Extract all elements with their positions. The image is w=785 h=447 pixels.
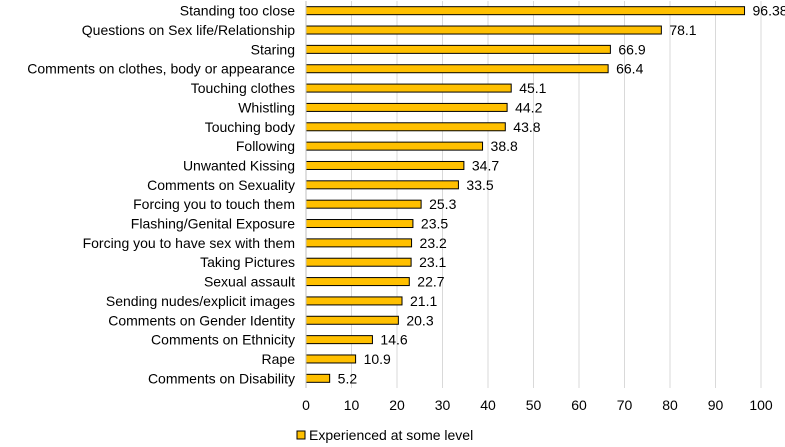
data-label: 78.1 [669,22,696,38]
bar [305,160,465,170]
category-labels: Standing too close Questions on Sex life/… [27,3,295,387]
data-label: 23.5 [421,216,448,232]
data-label: 96.38 [753,3,785,19]
x-tick-label: 60 [571,397,587,413]
bar [305,180,459,190]
data-label: 43.8 [513,119,540,135]
legend-swatch [296,430,306,440]
category-label: Following [236,138,295,154]
category-label: Sending nudes/explicit images [106,293,295,309]
bar [305,141,484,151]
data-label: 38.8 [491,138,518,154]
bar [305,83,512,93]
data-label: 10.9 [364,351,391,367]
category-label: Touching clothes [191,80,295,96]
category-label: Comments on Disability [148,370,295,386]
bar [305,199,422,209]
data-label: 23.2 [420,235,447,251]
value-labels: 96.38 78.1 66.9 66.4 45.1 44.2 43.8 38.8 34.7 33.… [338,3,785,387]
data-label: 5.2 [338,370,358,386]
bar [305,257,412,267]
data-label: 23.1 [419,254,446,270]
bar [305,64,609,74]
category-label: Taking Pictures [200,254,295,270]
bars [305,6,746,383]
category-label: Questions on Sex life/Relationship [82,22,295,38]
category-label: Comments on Ethnicity [151,332,295,348]
bar [305,315,399,325]
bar [305,277,410,287]
bar [305,25,662,35]
data-label: 21.1 [410,293,437,309]
category-label: Comments on Sexuality [147,177,295,193]
bar [305,373,331,383]
category-label: Forcing you to touch them [133,196,295,212]
x-tick-label: 30 [435,397,451,413]
category-label: Flashing/Genital Exposure [131,216,295,232]
x-tick-label: 90 [708,397,724,413]
data-label: 25.3 [429,196,456,212]
data-label: 45.1 [519,80,546,96]
bar [305,354,357,364]
grid-lines [351,1,762,388]
x-tick-label: 0 [302,397,310,413]
category-label: Rape [262,351,296,367]
category-label: Unwanted Kissing [183,157,295,173]
bar [305,296,403,306]
category-label: Touching body [205,119,295,135]
bar [305,102,508,112]
legend: Experienced at some level [296,427,473,443]
category-label: Whistling [238,99,295,115]
data-label: 33.5 [466,177,493,193]
data-label: 34.7 [472,157,499,173]
category-label: Comments on clothes, body or appearance [27,61,295,77]
bar [305,44,611,54]
data-label: 20.3 [406,312,433,328]
category-label: Staring [251,41,295,57]
category-label: Forcing you to have sex with them [83,235,295,251]
bar [305,219,414,229]
x-tick-label: 10 [344,397,360,413]
data-label: 66.9 [618,41,645,57]
data-label: 22.7 [417,274,444,290]
bar [305,335,373,345]
x-tick-label: 50 [526,397,542,413]
data-label: 44.2 [515,99,542,115]
x-tick-label: 100 [749,397,773,413]
x-tick-label: 70 [617,397,633,413]
category-label: Standing too close [180,3,295,19]
bar [305,122,506,132]
bar [305,238,413,248]
x-axis-ticks: 0 10 20 30 40 50 60 70 80 90 100 [302,397,773,413]
legend-label: Experienced at some level [309,427,473,443]
x-tick-label: 40 [480,397,496,413]
x-tick-label: 80 [662,397,678,413]
data-label: 14.6 [380,332,407,348]
data-label: 66.4 [616,61,643,77]
x-tick-label: 20 [389,397,405,413]
category-label: Comments on Gender Identity [108,312,295,328]
category-label: Sexual assault [204,274,295,290]
bar [305,6,746,16]
